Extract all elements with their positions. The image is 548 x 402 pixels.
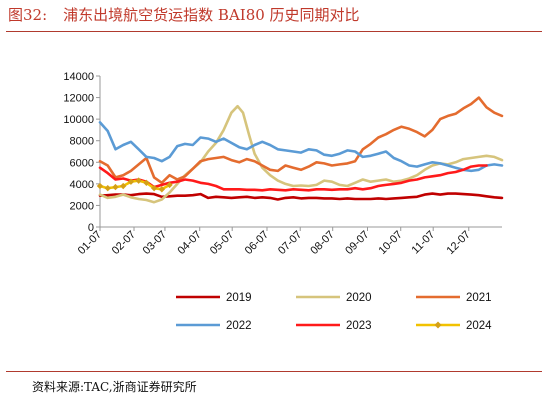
y-tick-label: 6000 bbox=[70, 157, 94, 169]
y-tick-label: 10000 bbox=[63, 114, 94, 126]
figure-title-text: 浦东出境航空货运指数 BAI80 历史同期对比 bbox=[63, 6, 360, 24]
y-tick-label: 8000 bbox=[70, 136, 94, 148]
series-line-2020 bbox=[98, 104, 504, 204]
series-line-2021 bbox=[98, 96, 504, 185]
x-tick-label: 04-07 bbox=[175, 229, 203, 257]
source-note: 资料来源:TAC,浙商证券研究所 bbox=[32, 380, 197, 394]
figure-title: 图32: 浦东出境航空货运指数 BAI80 历史同期对比 bbox=[8, 4, 360, 25]
series-point-2024 bbox=[158, 186, 166, 193]
x-tick-label: 12-07 bbox=[444, 229, 472, 257]
series-point-2024 bbox=[112, 183, 119, 191]
legend-label-2024: 2024 bbox=[466, 320, 492, 332]
x-tick-label: 11-07 bbox=[410, 229, 438, 257]
legend-marker-2024 bbox=[434, 321, 442, 329]
series-line-2019 bbox=[98, 192, 504, 201]
x-tick-label: 10-07 bbox=[376, 229, 404, 257]
series-point-2024 bbox=[135, 177, 142, 184]
x-tick-label: 08-07 bbox=[308, 229, 336, 257]
y-tick-label: 4000 bbox=[70, 179, 94, 191]
series-point-2024 bbox=[127, 178, 135, 185]
chart-series bbox=[96, 96, 504, 204]
chart-legend: 2019 2020 2021 2022 2023 2024 bbox=[176, 292, 492, 332]
legend-label-2020: 2020 bbox=[346, 292, 372, 304]
series-point-2024 bbox=[96, 182, 104, 190]
legend-label-2023: 2023 bbox=[346, 320, 372, 332]
series-point-2024 bbox=[119, 182, 127, 190]
series-line-2023 bbox=[98, 164, 488, 192]
legend-label-2022: 2022 bbox=[226, 320, 252, 332]
legend-label-2021: 2021 bbox=[466, 292, 492, 304]
series-point-2024 bbox=[150, 184, 158, 192]
legend-label-2019: 2019 bbox=[226, 292, 252, 304]
y-tick-label: 0 bbox=[88, 222, 94, 234]
series-point-2024 bbox=[104, 184, 111, 192]
x-tick-label: 02-07 bbox=[110, 229, 138, 257]
series-line-2024 bbox=[98, 179, 171, 191]
y-tick-label: 12000 bbox=[63, 93, 94, 105]
series-point-2024 bbox=[143, 179, 150, 186]
x-tick-label: 03-07 bbox=[141, 229, 169, 257]
figure-number: 图32: bbox=[8, 6, 48, 24]
source-divider bbox=[6, 371, 542, 372]
y-tick-label: 2000 bbox=[70, 200, 94, 212]
y-tick-label: 14000 bbox=[63, 71, 94, 83]
x-tick-label: 07-07 bbox=[276, 229, 304, 257]
title-divider bbox=[6, 31, 542, 32]
x-tick-label: 09-07 bbox=[343, 229, 371, 257]
series-point-2024 bbox=[166, 181, 173, 189]
x-tick-label: 05-07 bbox=[208, 229, 236, 257]
x-tick-label: 06-07 bbox=[243, 229, 271, 257]
series-line-2022 bbox=[98, 121, 504, 173]
